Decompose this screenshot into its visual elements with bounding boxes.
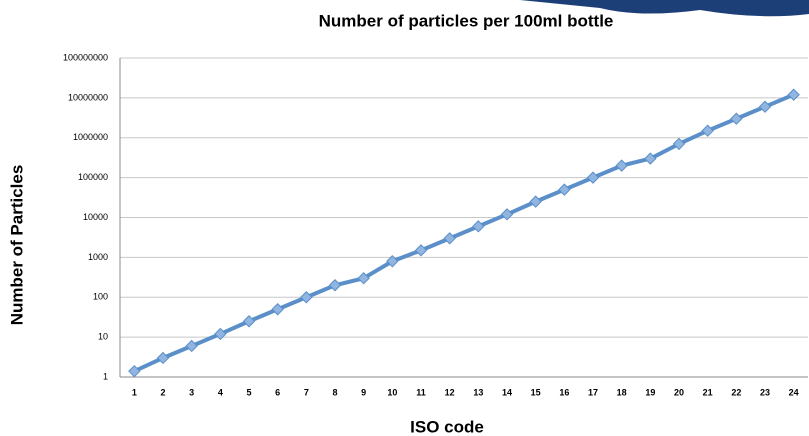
x-tick-label: 20 — [674, 387, 684, 397]
x-tick-label: 10 — [387, 387, 397, 397]
chart-title: Number of particles per 100ml bottle — [319, 11, 614, 30]
x-tick-label: 14 — [502, 387, 512, 397]
series-line — [133, 92, 795, 373]
data-point — [443, 232, 456, 245]
data-point — [214, 327, 227, 341]
x-tick-label: 8 — [332, 387, 337, 397]
data-point — [672, 137, 686, 151]
data-point — [615, 159, 628, 172]
x-tick-label: 21 — [703, 387, 713, 397]
data-point — [185, 339, 198, 353]
data-point — [328, 279, 342, 292]
x-tick-label: 9 — [361, 387, 366, 397]
y-tick-label: 1000000 — [73, 132, 108, 142]
data-point — [156, 351, 170, 365]
data-point — [472, 220, 485, 233]
x-tick-label: 17 — [588, 387, 598, 397]
data-point — [701, 124, 714, 137]
x-tick-label: 6 — [275, 387, 280, 397]
x-tick-label: 12 — [445, 387, 455, 397]
y-tick-label: 100000000 — [63, 52, 108, 62]
data-point — [414, 244, 428, 257]
x-tick-label: 13 — [473, 387, 483, 397]
x-tick-label: 4 — [218, 387, 223, 397]
data-point — [242, 315, 256, 328]
data-point — [529, 195, 542, 208]
x-tick-label: 22 — [731, 387, 741, 397]
data-point — [758, 100, 772, 113]
x-axis-label: ISO code — [410, 417, 484, 436]
x-tick-label: 7 — [304, 387, 309, 397]
y-tick-label: 100000 — [78, 172, 108, 182]
x-tick-label: 19 — [645, 387, 655, 397]
x-tick-label: 1 — [132, 387, 137, 397]
data-point — [357, 272, 370, 285]
x-tick-label: 16 — [559, 387, 569, 397]
x-tick-label: 23 — [760, 387, 770, 397]
x-tick-label: 11 — [416, 387, 426, 397]
data-point — [500, 208, 514, 221]
y-tick-label: 1000 — [88, 252, 108, 262]
y-tick-label: 10 — [98, 332, 108, 342]
data-point — [730, 112, 743, 125]
data-point — [128, 364, 141, 378]
data-point — [787, 88, 800, 101]
background-image-fragment — [520, 0, 809, 17]
y-tick-label: 10000000 — [68, 92, 108, 102]
x-tick-label: 15 — [531, 387, 541, 397]
x-tick-label: 3 — [189, 387, 194, 397]
y-tick-label: 1 — [103, 371, 108, 381]
y-axis-label: Number of Particles — [7, 165, 26, 326]
y-tick-label: 10000 — [83, 212, 108, 222]
x-tick-label: 24 — [789, 387, 799, 397]
data-point — [558, 183, 571, 196]
x-tick-label: 18 — [617, 387, 627, 397]
x-tick-label: 2 — [160, 387, 165, 397]
data-point — [300, 291, 313, 304]
data-point — [386, 255, 399, 268]
y-tick-label: 100 — [93, 292, 108, 302]
data-point — [586, 171, 600, 184]
x-tick-label: 5 — [246, 387, 251, 397]
data-point — [271, 303, 284, 316]
data-point — [644, 152, 657, 165]
